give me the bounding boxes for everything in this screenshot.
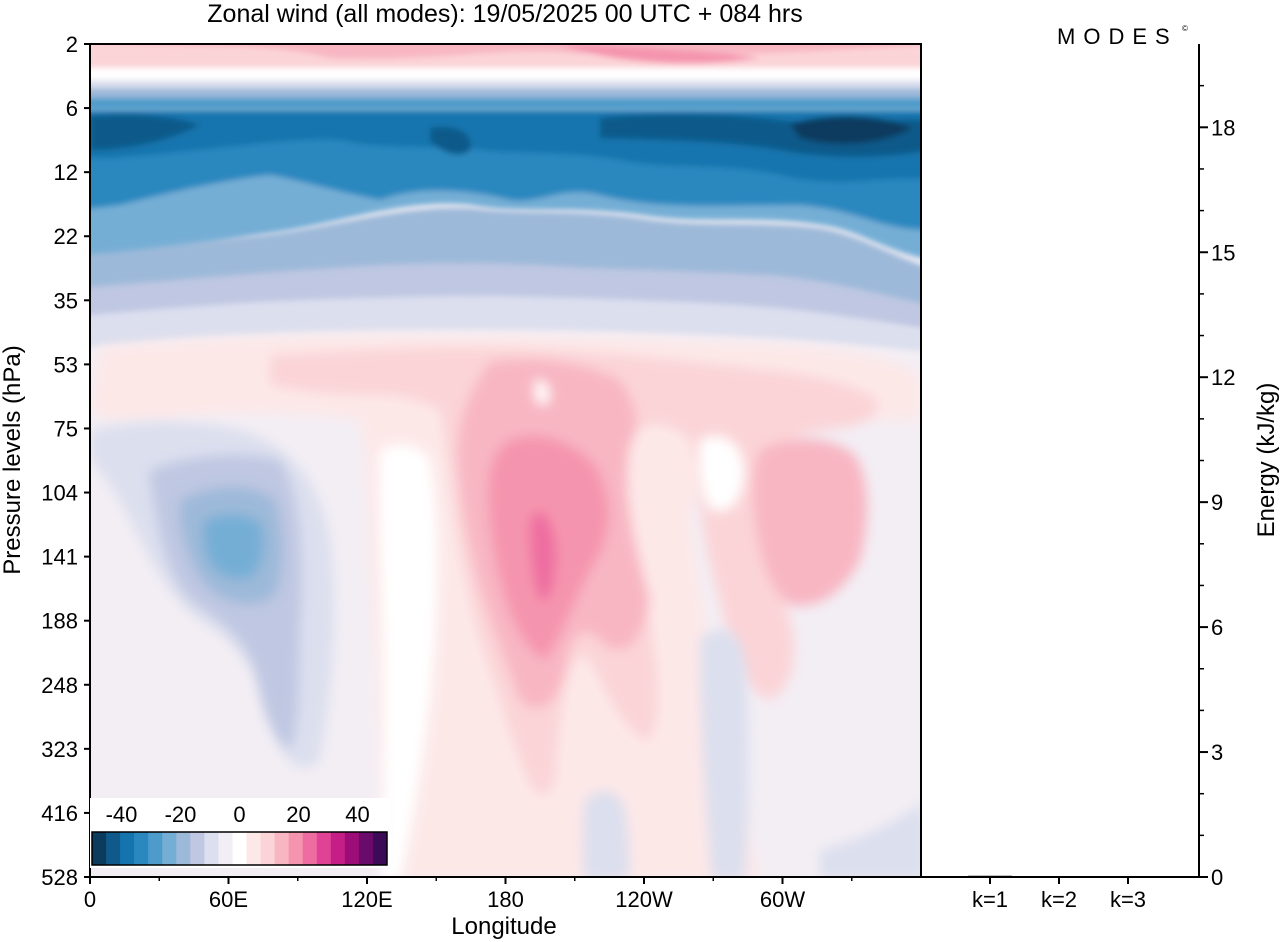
pink-east-region [753,439,867,606]
zonal-wind-heatmap [90,44,921,877]
band-upper-pink-2 [146,44,921,59]
pressure-tick-label: 2 [66,32,78,57]
pressure-tick-label: 188 [41,609,78,634]
energy-tick-label: 6 [1211,615,1223,640]
logo-mark: © [1182,24,1188,33]
energy-axis: 0 3 6 9 12 15 18 [1199,84,1235,890]
colorbar-label: -40 [106,802,138,827]
white-patch-mid [534,379,550,405]
easterly-corner [820,803,921,877]
band-blue-4 [90,263,921,329]
energy-bar [968,875,1012,878]
colorbar-swatch [274,832,290,865]
pressure-tick-label: 323 [41,737,78,762]
energy-axis-label: Energy (kJ/kg) [1253,383,1280,538]
longitude-tick-label: 120W [615,887,673,912]
energy-tick-label: 15 [1211,240,1235,265]
pressure-tick-label: 248 [41,673,78,698]
chart-title: Zonal wind (all modes): 19/05/2025 00 UT… [207,0,802,28]
white-patch-east [699,436,744,511]
white-column [379,444,438,877]
colorbar: -40 -20 0 20 40 [90,798,390,868]
colorbar-swatch [330,832,346,865]
energy-bars: k=1 k=2 k=3 [968,875,1150,912]
easterly-low-column [582,791,630,877]
pressure-axis: 2 6 12 22 35 53 75 104 141 188 248 323 416 528 [41,32,90,890]
jet-core [90,108,921,268]
band-light-blue [90,80,921,90]
longitude-tick-label: 120E [341,887,392,912]
energy-tick-label: 9 [1211,490,1223,515]
pressure-tick-label: 416 [41,801,78,826]
pressure-tick-label: 104 [41,481,78,506]
upper-bands [90,44,921,112]
lower-strat-bands [90,207,921,352]
pressure-tick-label: 12 [54,160,78,185]
colorbar-swatch [190,832,205,865]
energy-panel: k=1 k=2 k=3 0 3 6 9 12 15 18 Energy (kJ/kg) [920,44,1280,912]
energy-tick-label: 3 [1211,740,1223,765]
jet-core-darkest [790,116,912,144]
colorbar-swatch [134,832,149,865]
pressure-tick-label: 6 [66,96,78,121]
energy-category-label: k=3 [1110,887,1146,912]
colorbar-swatch [176,832,191,865]
colorbar-swatch [120,832,135,865]
jet-core-dark-west [90,114,200,150]
colorbar-label: 20 [286,802,310,827]
energy-tick-label: 12 [1211,365,1235,390]
band-blue-5 [90,296,921,352]
easterly-lobes [90,421,921,877]
energy-tick-label: 18 [1211,115,1235,140]
colorbar-swatch [260,832,276,865]
pressure-tick-label: 141 [41,545,78,570]
easterly-east-column [700,629,749,877]
colorbar-swatch [106,832,121,865]
easterly-core [203,514,264,580]
colorbar-swatch [162,832,177,865]
colorbar-swatch [344,832,360,865]
energy-category-label: k=1 [972,887,1008,912]
band-zero-line [90,68,921,82]
colorbar-label: -20 [165,802,197,827]
longitude-tick-label: 180 [487,887,524,912]
band-blue-1 [90,88,921,100]
band-blue-3 [90,207,921,304]
band-upper-pink-3 [560,44,760,64]
colorbar-swatch [246,832,262,865]
longitude-tick-label: 0 [84,887,96,912]
colorbar-swatch [358,832,374,865]
colorbar-swatch [288,832,304,865]
colorbar-swatch [372,832,388,865]
colorbar-swatch [316,832,332,865]
longitude-axis: 0 60E 120E 180 120W 60W [84,877,853,912]
colorbar-label: 0 [233,802,245,827]
longitude-tick-label: 60W [760,887,805,912]
colorbar-swatch [302,832,318,865]
energy-bar [1106,876,1150,878]
pink-peak-region [530,511,556,601]
energy-panel-background [921,44,1199,877]
pressure-tick-label: 75 [54,416,78,441]
energy-category-label: k=2 [1041,887,1077,912]
colorbar-label: 40 [345,802,369,827]
x-axis-label: Longitude [451,913,556,940]
y-axis-label: Pressure levels (hPa) [0,345,26,574]
colorbar-swatch [232,832,248,865]
pressure-tick-label: 53 [54,352,78,377]
pressure-tick-label: 35 [54,288,78,313]
pressure-tick-label: 528 [41,865,78,890]
colorbar-swatch [148,832,163,865]
colorbar-swatch [204,832,219,865]
jet-core-dark-mid [430,126,471,155]
pressure-tick-label: 22 [54,224,78,249]
colorbar-frame [91,831,388,866]
colorbar-swatch [218,832,233,865]
energy-bar [1037,876,1081,878]
energy-tick-label: 0 [1211,865,1223,890]
colorbar-swatch [92,832,107,865]
longitude-tick-label: 60E [209,887,248,912]
